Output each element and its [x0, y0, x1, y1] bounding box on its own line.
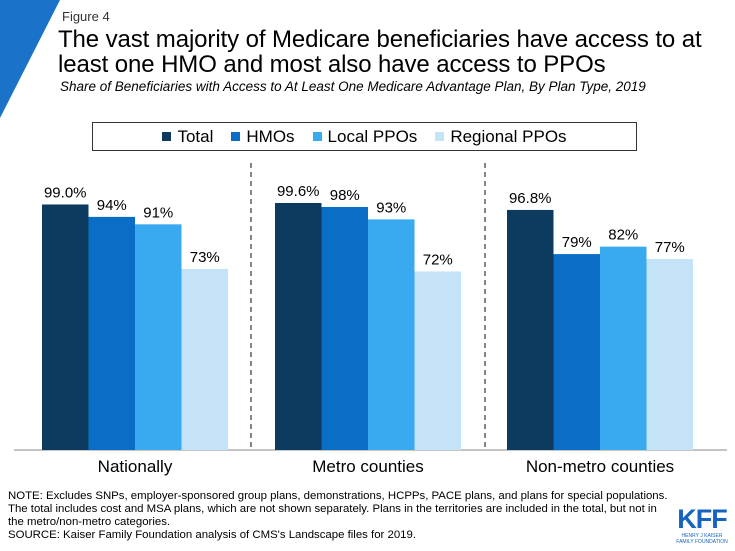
bar-total [42, 204, 89, 450]
bar-hmos [88, 216, 135, 450]
legend-label-hmos: HMOs [246, 126, 295, 146]
legend-swatch-regional-ppos [435, 132, 445, 141]
note-text: NOTE: Excludes SNPs, employer-sponsored … [8, 490, 668, 528]
bar-local-ppos [135, 224, 182, 450]
corner-accent-shape [0, 0, 60, 118]
bar-local-ppos [600, 246, 647, 450]
bar-total [275, 202, 322, 450]
bar-regional-ppos [181, 268, 228, 450]
legend-swatch-total [162, 132, 172, 141]
bar-local-ppos [368, 219, 415, 450]
chart-title: The vast majority of Medicare beneficiar… [58, 26, 702, 78]
data-label-hmos: 79% [562, 234, 592, 251]
legend-swatch-hmos [231, 132, 241, 141]
legend-item-regional-ppos: Regional PPOs [435, 126, 567, 147]
data-label-regional-ppos: 72% [423, 251, 453, 268]
bar-total [507, 209, 554, 450]
data-label-total: 96.8% [509, 190, 552, 207]
category-label: Nationally [98, 457, 173, 476]
category-label: Metro counties [312, 457, 424, 476]
source-text: SOURCE: Kaiser Family Foundation analysi… [8, 529, 416, 541]
footnote: NOTE: Excludes SNPs, employer-sponsored … [8, 490, 668, 542]
data-label-local-ppos: 93% [376, 199, 406, 216]
logo-mark: KFF [677, 504, 727, 534]
data-label-hmos: 98% [330, 187, 360, 204]
legend: Total HMOs Local PPOs Regional PPOs [92, 122, 637, 151]
legend-label-local-ppos: Local PPOs [327, 126, 418, 146]
legend-item-hmos: HMOs [231, 126, 295, 147]
figure-label: Figure 4 [62, 9, 110, 24]
legend-item-local-ppos: Local PPOs [312, 126, 418, 147]
data-label-local-ppos: 82% [608, 227, 638, 244]
legend-label-total: Total [177, 126, 214, 146]
bar-hmos [553, 254, 600, 450]
data-label-regional-ppos: 77% [655, 239, 685, 256]
category-label: Non-metro counties [526, 457, 674, 476]
chart-subtitle: Share of Beneficiaries with Access to At… [60, 79, 646, 94]
bar-regional-ppos [646, 259, 693, 450]
legend-item-total: Total [162, 127, 213, 147]
legend-swatch-local-ppos [312, 132, 322, 141]
data-label-regional-ppos: 73% [190, 249, 220, 266]
bar-regional-ppos [414, 271, 461, 450]
kff-logo: KFF HENRY J KAISER FAMILY FOUNDATION [676, 504, 728, 546]
data-label-hmos: 94% [97, 197, 127, 214]
data-label-total: 99.0% [44, 184, 87, 201]
logo-subtext: HENRY J KAISER FAMILY FOUNDATION [676, 533, 728, 545]
data-label-local-ppos: 91% [143, 204, 173, 221]
data-label-total: 99.6% [277, 183, 320, 200]
legend-label-regional-ppos: Regional PPOs [450, 126, 567, 146]
bar-hmos [321, 206, 368, 450]
